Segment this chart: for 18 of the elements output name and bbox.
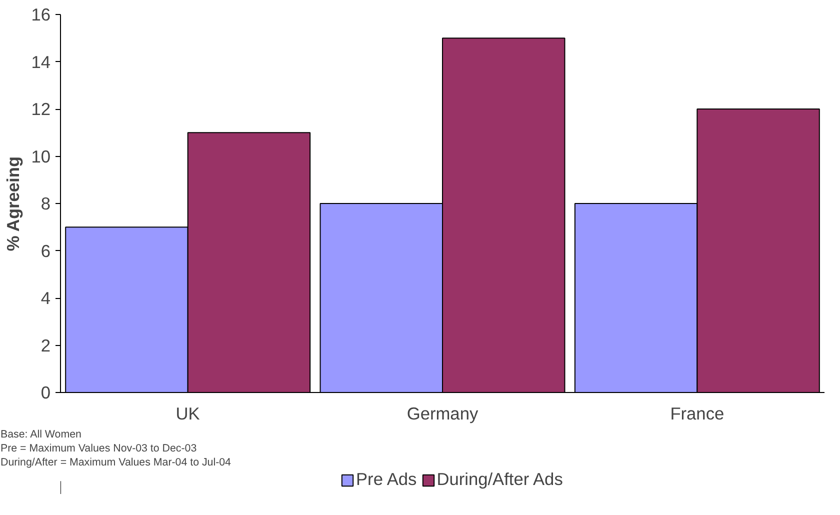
legend-label: During/After Ads [436, 469, 563, 490]
x-tick-label: Germany [406, 404, 478, 424]
y-tick-label: 4 [40, 288, 51, 308]
legend-label: Pre Ads [356, 469, 417, 490]
y-tick-label: 16 [31, 4, 51, 24]
y-tick-label: 12 [31, 99, 51, 119]
y-tick-label: 6 [40, 240, 51, 261]
x-tick-label: France [670, 404, 724, 424]
x-tick-label: UK [176, 404, 200, 424]
y-axis-title: % Agreeing [3, 156, 24, 252]
text: Base: All Women [0, 428, 82, 440]
y-tick-label: 2 [40, 335, 51, 356]
y-tick-label: 10 [31, 146, 51, 166]
y-tick-label: 8 [40, 194, 51, 214]
text: Pre = Maximum Values Nov-03 to Dec-03 [0, 442, 197, 454]
text: During/After = Maximum Values Mar-04 to Jul-04 [0, 456, 232, 468]
y-tick-label: 14 [31, 52, 51, 72]
y-tick-label: 0 [40, 382, 51, 402]
